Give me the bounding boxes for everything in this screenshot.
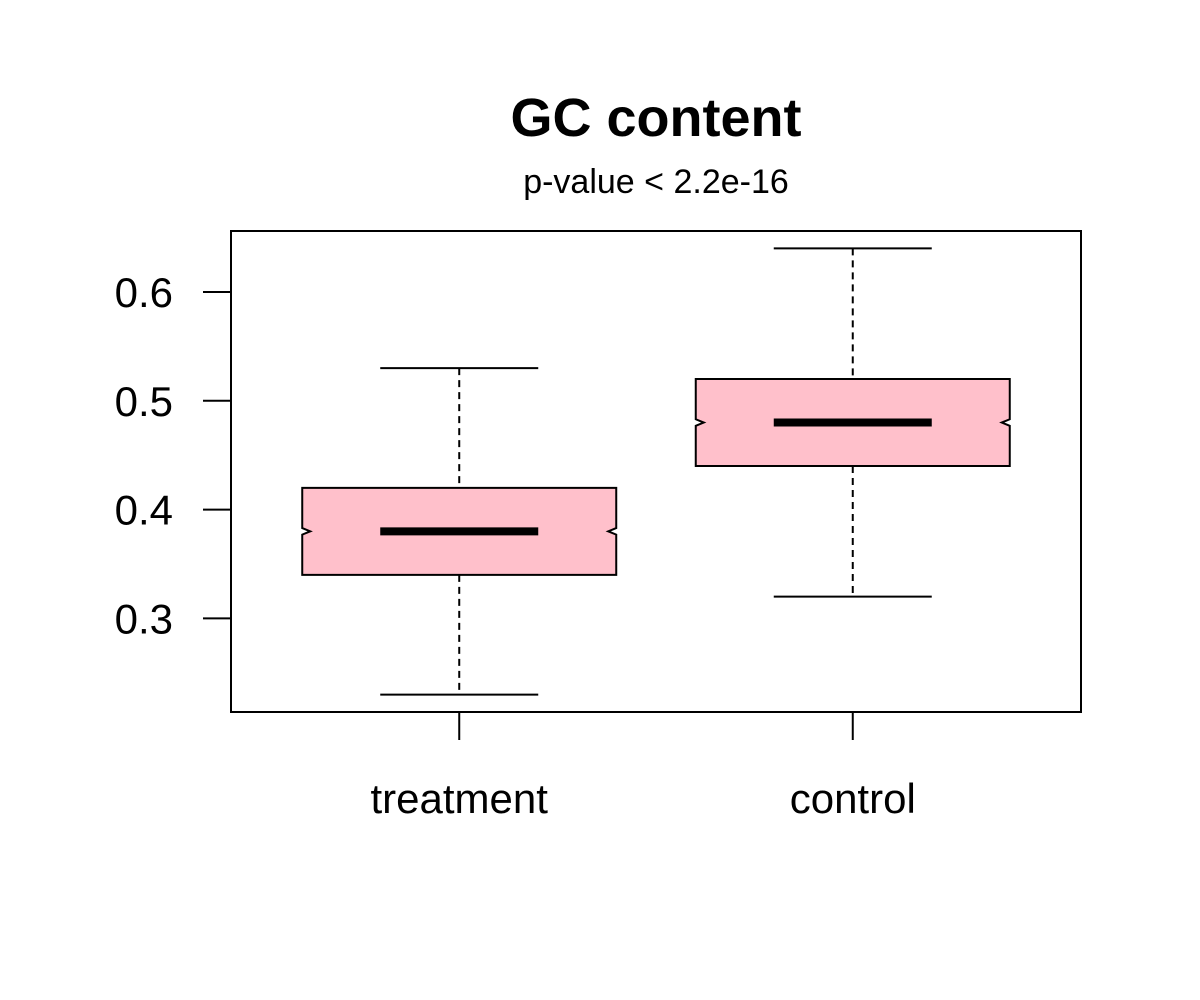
x-tick-label: treatment xyxy=(371,775,549,822)
chart-subtitle: p-value < 2.2e-16 xyxy=(523,163,789,201)
chart-title: GC content xyxy=(511,88,802,148)
y-tick-label: 0.4 xyxy=(115,487,173,534)
box-control xyxy=(694,247,1011,598)
x-axis: treatment control xyxy=(371,712,916,822)
y-tick-label: 0.5 xyxy=(115,378,173,425)
box-treatment xyxy=(301,367,618,696)
x-tick-label: control xyxy=(790,775,916,822)
y-axis: 0.3 0.4 0.5 0.6 xyxy=(115,269,231,642)
y-tick-label: 0.3 xyxy=(115,595,173,642)
box-series xyxy=(301,247,1011,696)
plot-frame xyxy=(230,230,1082,713)
y-tick-label: 0.6 xyxy=(115,269,173,316)
